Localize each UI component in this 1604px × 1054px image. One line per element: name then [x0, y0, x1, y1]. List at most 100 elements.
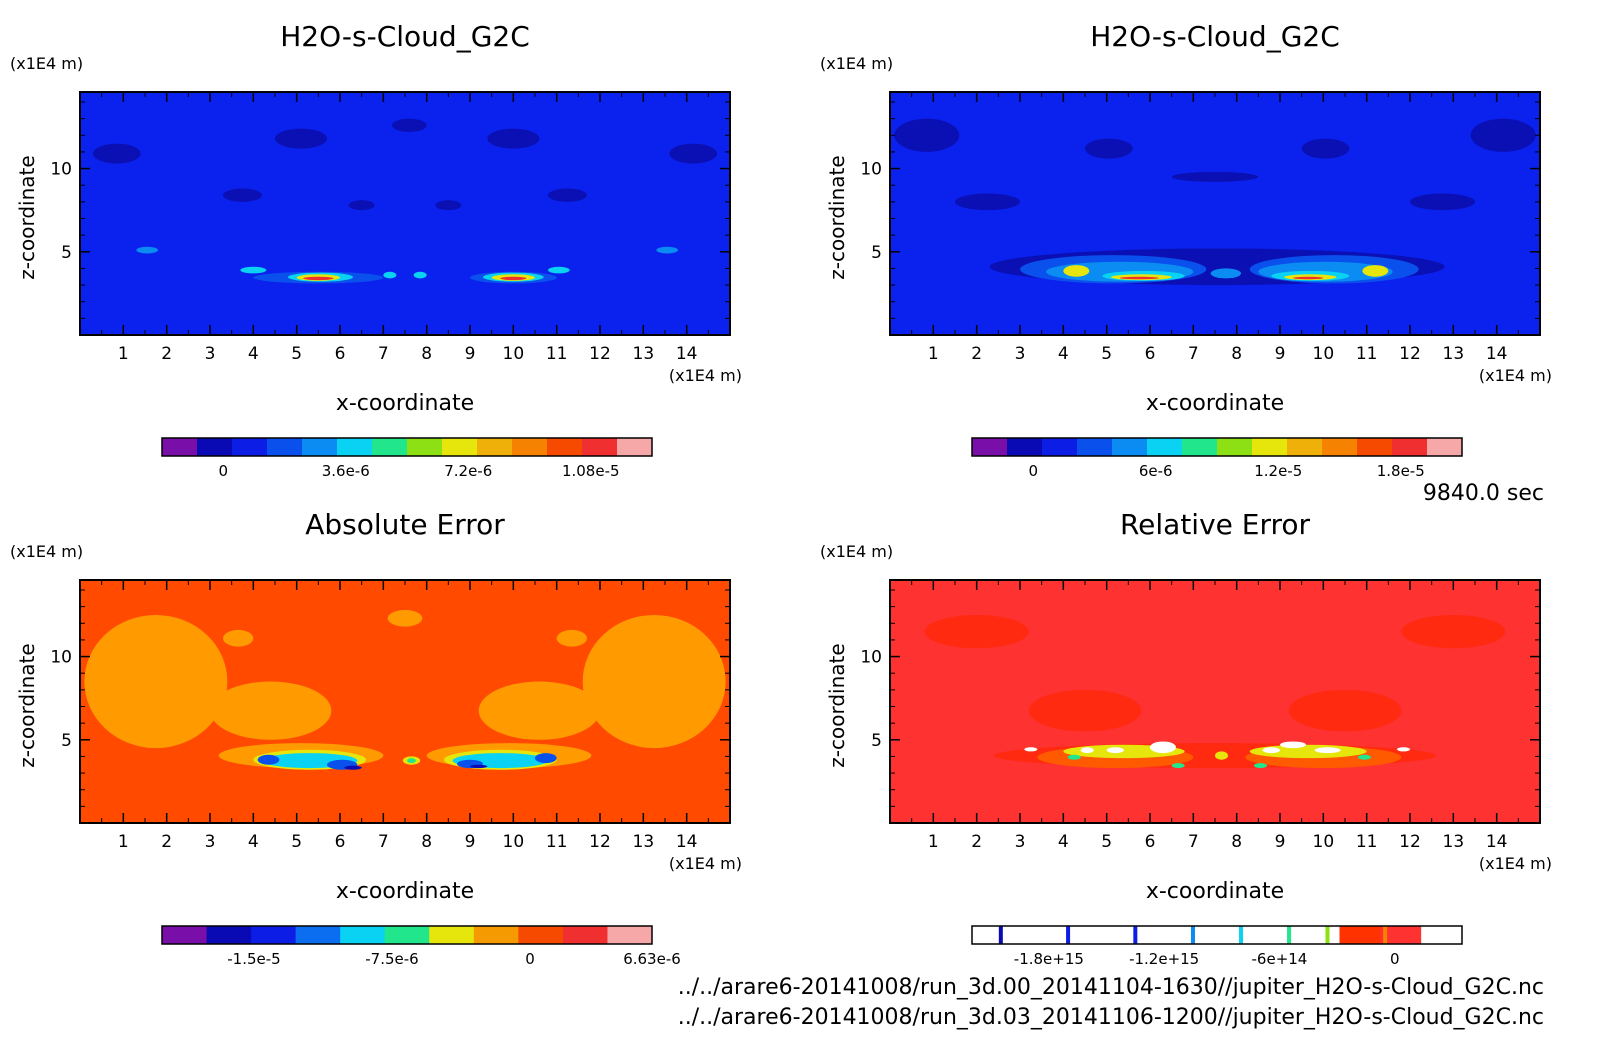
x-tick-label: 6 — [1145, 344, 1156, 364]
colorbar-swatch — [429, 926, 475, 944]
colorbar-swatch — [1094, 926, 1136, 944]
x-tick-label: 10 — [1313, 832, 1335, 852]
field-region — [1358, 754, 1371, 760]
file-path-2: ../../arare6-20141008/run_3d.03_20141106… — [678, 1005, 1544, 1030]
field-region — [894, 118, 960, 152]
x-tick-label: 14 — [1486, 344, 1508, 364]
colorbar-tick-label: 0 — [525, 950, 535, 968]
panel-top-right: H2O-s-Cloud_G2C(x1E4 m)1 2 3 4 5 6 7 8 9 10 11 12 13… — [820, 20, 1552, 480]
field-region — [383, 271, 397, 279]
field-region — [344, 765, 362, 770]
field-region — [348, 200, 375, 211]
field-region — [1254, 763, 1267, 769]
field-region — [1028, 689, 1142, 732]
colorbar-swatch — [477, 438, 513, 456]
field-region — [478, 681, 600, 740]
x-tick-label: 13 — [633, 832, 655, 852]
colorbar-frame — [161, 437, 653, 457]
field-region — [556, 629, 587, 647]
colorbar-marker — [998, 926, 1003, 944]
x-tick-label: 12 — [1399, 832, 1421, 852]
colorbar-swatch — [206, 926, 252, 944]
colorbar-swatch — [407, 438, 443, 456]
field-region — [223, 188, 262, 202]
x-tick-label: 9 — [1275, 832, 1286, 852]
y-tick-label: 10 — [50, 648, 72, 668]
colorbar-swatch — [442, 438, 478, 456]
colorbar-tick-label: 6e-6 — [1139, 462, 1173, 480]
x-tick-label: 3 — [1015, 832, 1026, 852]
x-tick-label: 10 — [1313, 344, 1335, 364]
x-tick-label: 6 — [1145, 832, 1156, 852]
colorbar-swatch — [1053, 926, 1095, 944]
colorbar-swatch — [337, 438, 373, 456]
field-region — [1401, 614, 1506, 649]
colorbar-tick-label: -7.5e-6 — [365, 950, 418, 968]
colorbar-swatch — [1339, 926, 1381, 944]
y-axis-label: z-coordinate — [15, 643, 39, 767]
field-region — [303, 276, 334, 281]
colorbar-swatch — [1077, 438, 1113, 456]
y-axis-label: z-coordinate — [825, 155, 849, 279]
field-region — [136, 246, 159, 254]
field-region — [1280, 741, 1306, 749]
colorbar-swatch — [1042, 438, 1078, 456]
x-unit-label: (x1E4 m) — [1479, 854, 1552, 873]
colorbar-swatch — [512, 438, 548, 456]
colorbar-swatch — [1012, 926, 1055, 944]
panel-title: H2O-s-Cloud_G2C — [280, 20, 530, 53]
colorbar-swatch — [547, 438, 583, 456]
colorbar-swatch — [1298, 926, 1340, 944]
field-region — [487, 128, 540, 149]
x-tick-label: 2 — [971, 344, 982, 364]
field-region — [1262, 747, 1281, 754]
x-tick-label: 14 — [676, 344, 698, 364]
x-tick-label: 3 — [205, 832, 216, 852]
y-axis-label: z-coordinate — [15, 155, 39, 279]
x-tick-label: 7 — [378, 344, 389, 364]
colorbar-tick-label: -1.5e-5 — [227, 950, 280, 968]
x-tick-label: 9 — [465, 344, 476, 364]
x-tick-label: 12 — [589, 344, 611, 364]
colorbar-swatch — [607, 926, 653, 944]
x-tick-label: 12 — [589, 832, 611, 852]
colorbar-swatch — [162, 438, 198, 456]
colorbar-swatch — [518, 926, 564, 944]
field-region — [548, 266, 570, 274]
colorbar: -1.8e+15 -1.2e+15 -6e+14 0 — [971, 925, 1463, 968]
field-region — [1362, 265, 1389, 277]
x-tick-label: 3 — [205, 344, 216, 364]
y-tick-label: 5 — [61, 243, 72, 263]
colorbar-tick-label: 1.2e-5 — [1254, 462, 1302, 480]
time-label: 9840.0 sec — [1423, 481, 1544, 506]
field-region — [1215, 751, 1228, 760]
field-region — [407, 758, 416, 764]
colorbar-swatch — [232, 438, 268, 456]
colorbar-tick-label: -1.2e+15 — [1129, 950, 1199, 968]
colorbar-swatch — [1182, 438, 1218, 456]
x-tick-label: 13 — [1443, 344, 1465, 364]
colorbar-swatch — [1257, 926, 1300, 944]
field-region — [1024, 747, 1038, 752]
field-region — [1067, 754, 1081, 760]
colorbar-swatch — [1252, 438, 1288, 456]
field-region — [392, 118, 427, 132]
field-region — [1314, 747, 1341, 754]
x-axis-label: x-coordinate — [1146, 391, 1284, 416]
colorbar-swatch — [1421, 926, 1463, 944]
x-tick-label: 9 — [1275, 344, 1286, 364]
x-axis-label: x-coordinate — [1146, 879, 1284, 904]
field-region — [84, 614, 228, 749]
colorbar-swatch — [1147, 438, 1183, 456]
x-tick-label: 4 — [1058, 832, 1069, 852]
field-region — [275, 128, 327, 149]
colorbar-frame — [971, 437, 1463, 457]
field-region — [387, 609, 423, 627]
x-tick-label: 6 — [335, 344, 346, 364]
y-tick-label: 10 — [860, 160, 882, 180]
colorbar-swatch — [162, 926, 208, 944]
x-axis-label: x-coordinate — [336, 879, 474, 904]
y-axis-label: z-coordinate — [825, 643, 849, 767]
field-region — [1119, 276, 1159, 280]
colorbar-marker — [1133, 926, 1138, 944]
